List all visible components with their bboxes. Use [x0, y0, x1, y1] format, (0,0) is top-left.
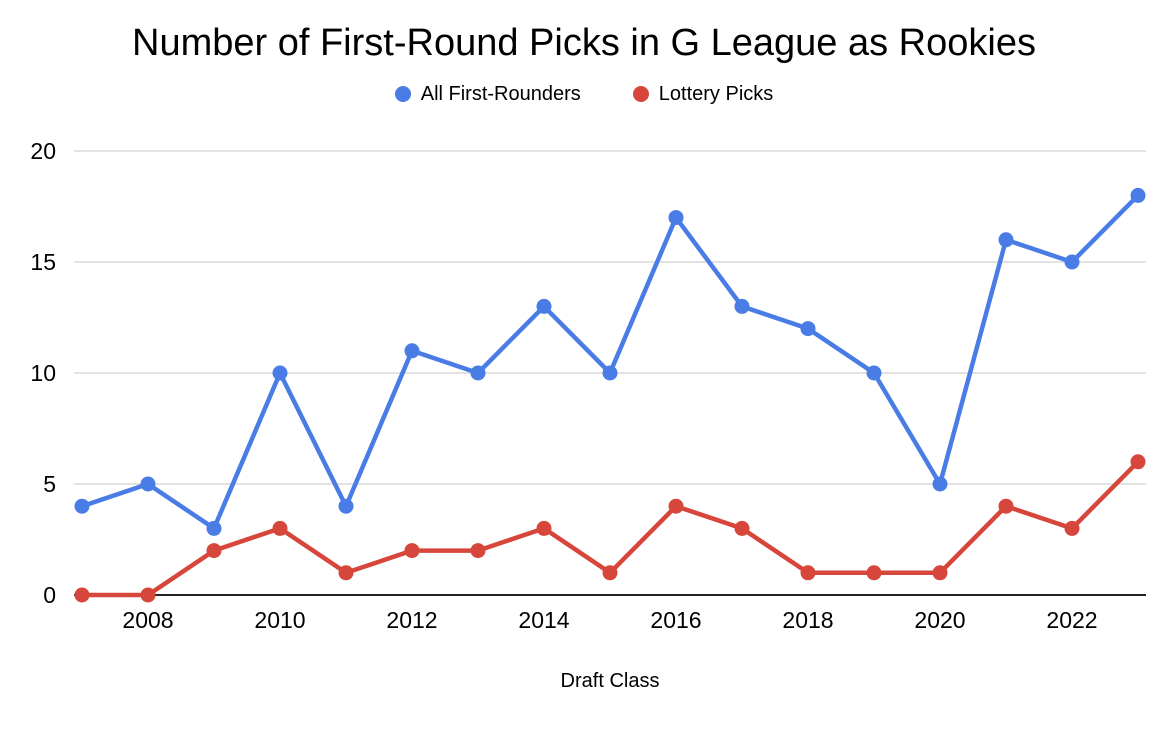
- x-tick-label: 2018: [782, 607, 833, 633]
- chart-title: Number of First-Round Picks in G League …: [132, 22, 1036, 64]
- data-point: [932, 565, 948, 581]
- y-tick-label: 15: [30, 249, 56, 275]
- data-point: [404, 343, 420, 359]
- chart-page: Number of First-Round Picks in G League …: [0, 20, 1168, 722]
- line-chart-canvas: 0 5 10 15 20 2008 2010 2012 2014 2016 2018 2020 2022…: [30, 138, 1146, 692]
- data-point: [668, 210, 684, 226]
- data-point: [1064, 254, 1080, 270]
- data-point: [338, 565, 354, 581]
- data-point: [74, 587, 90, 603]
- y-tick-label: 10: [30, 360, 56, 386]
- data-point: [1130, 187, 1146, 203]
- data-point: [536, 520, 552, 536]
- data-point: [272, 365, 288, 381]
- data-point: [800, 565, 816, 581]
- y-tick-label: 20: [30, 138, 56, 164]
- y-tick-label: 5: [43, 471, 56, 497]
- data-point: [470, 543, 486, 559]
- data-point: [866, 565, 882, 581]
- data-point: [602, 565, 618, 581]
- legend-marker-icon: [632, 86, 649, 102]
- data-point: [206, 520, 222, 536]
- data-point: [800, 321, 816, 337]
- data-point: [1064, 520, 1080, 536]
- x-tick-label: 2020: [914, 607, 965, 633]
- y-tick-label: 0: [43, 582, 56, 608]
- x-tick-label: 2008: [122, 607, 173, 633]
- data-point: [338, 498, 354, 514]
- x-tick-label: 2012: [386, 607, 437, 633]
- data-point: [998, 232, 1014, 248]
- legend-item-all-first-rounders: All First-Rounders: [394, 82, 581, 106]
- data-point: [536, 298, 552, 314]
- x-tick-label: 2016: [650, 607, 701, 633]
- data-point: [734, 520, 750, 536]
- x-axis-title: Draft Class: [561, 670, 660, 692]
- data-point: [74, 498, 90, 514]
- data-point: [470, 365, 486, 381]
- legend-marker-icon: [394, 86, 411, 102]
- data-point: [1130, 454, 1146, 470]
- x-tick-label: 2014: [518, 607, 569, 633]
- data-point: [734, 298, 750, 314]
- legend-label-lottery-picks: Lottery Picks: [658, 82, 774, 105]
- data-point: [206, 543, 222, 559]
- data-point: [668, 498, 684, 514]
- data-point: [932, 476, 948, 492]
- legend-item-lottery-picks: Lottery Picks: [632, 82, 774, 106]
- series-line-0: [79, 193, 1141, 531]
- chart-legend: All First-Rounders Lottery Picks: [0, 82, 1168, 106]
- data-point: [404, 543, 420, 559]
- data-point: [272, 520, 288, 536]
- data-point: [140, 587, 156, 603]
- data-point: [998, 498, 1014, 514]
- x-tick-label: 2022: [1046, 607, 1097, 633]
- x-tick-label: 2010: [254, 607, 305, 633]
- data-point: [140, 476, 156, 492]
- data-point: [602, 365, 618, 381]
- legend-label-all-first-rounders: All First-Rounders: [420, 82, 581, 105]
- data-point: [866, 365, 882, 381]
